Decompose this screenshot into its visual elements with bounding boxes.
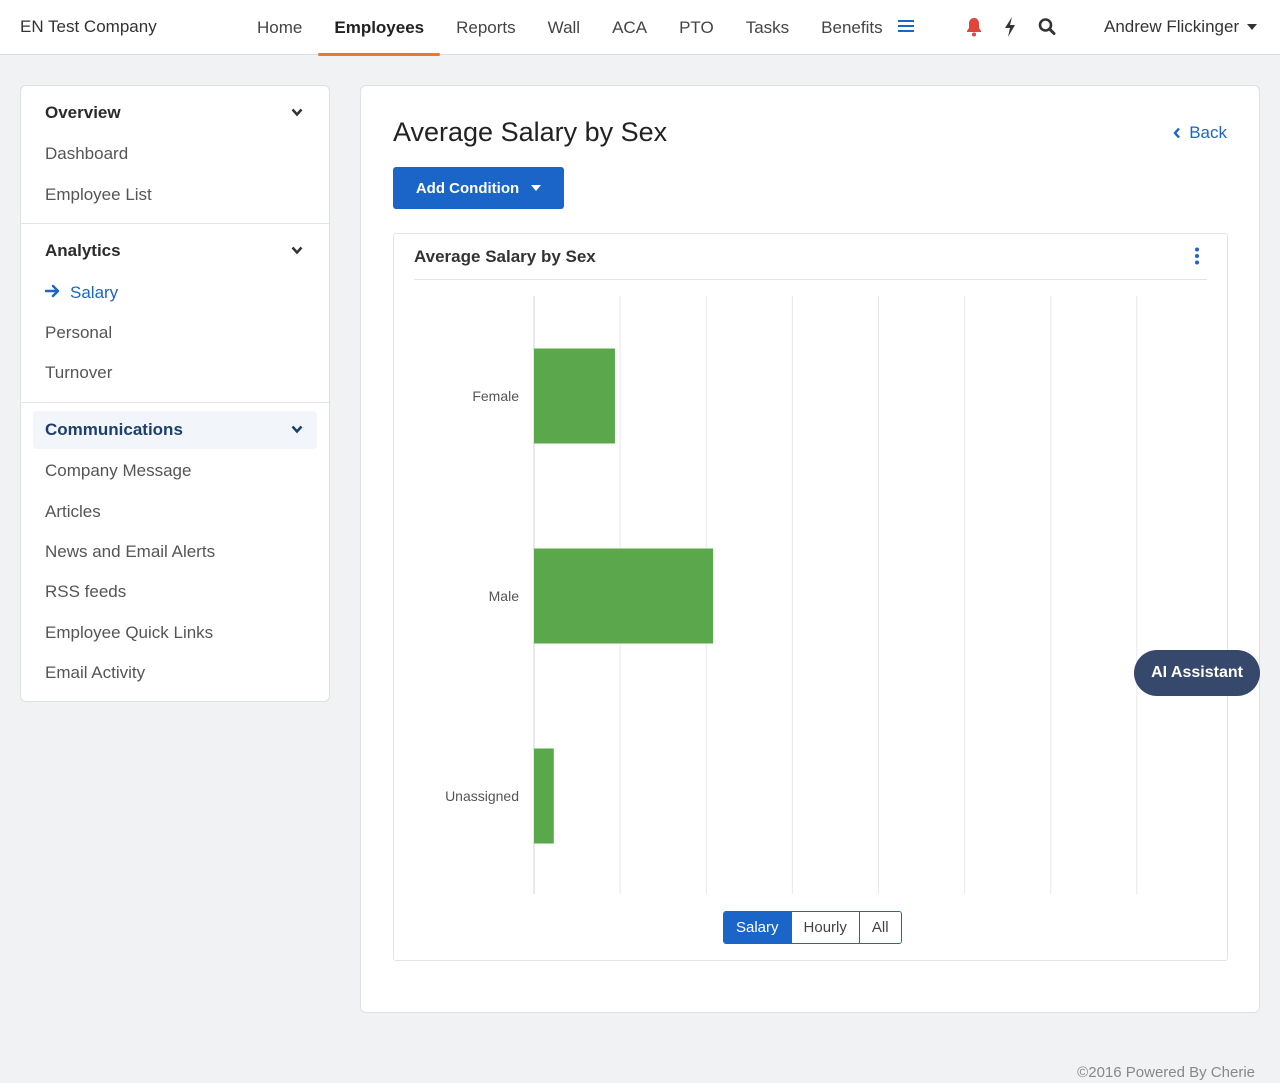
toggle-all[interactable]: All <box>858 912 901 943</box>
section-title: Analytics <box>45 241 121 260</box>
chart-card: Female Male Unassigned Average Salary by S… <box>393 233 1228 961</box>
sidebar-item-email-activity[interactable]: Email Activity <box>45 663 146 682</box>
back-link[interactable]: Back <box>1173 123 1227 143</box>
divider <box>21 223 329 224</box>
main-nav: Home Employees Reports Wall ACA PTO Task… <box>241 0 899 56</box>
chevron-down-icon <box>291 246 303 255</box>
sidebar-item-rss-feeds[interactable]: RSS feeds <box>45 582 127 601</box>
sidebar: Overview Dashboard Employee List Analyti… <box>20 85 330 702</box>
section-analytics[interactable]: Analytics <box>33 232 317 270</box>
bar-unassigned[interactable] <box>534 748 554 844</box>
more-options-icon[interactable] <box>1193 246 1201 266</box>
pay-type-toggle: Salary Hourly All <box>723 911 902 944</box>
sidebar-item-employee-quick-links[interactable]: Employee Quick Links <box>45 623 214 642</box>
sidebar-item-dashboard[interactable]: Dashboard <box>45 144 129 163</box>
category-label: Female <box>472 388 519 404</box>
section-overview[interactable]: Overview <box>33 94 317 132</box>
nav-benefits[interactable]: Benefits <box>821 17 883 37</box>
category-label: Unassigned <box>445 788 519 804</box>
chevron-left-icon <box>1173 127 1181 139</box>
lightning-icon[interactable] <box>999 15 1021 39</box>
category-label: Male <box>489 588 520 604</box>
section-communications[interactable]: Communications <box>33 411 317 449</box>
chart-title: Average Salary by Sex <box>414 247 596 266</box>
caret-down-icon <box>1247 24 1258 30</box>
nav-tasks[interactable]: Tasks <box>745 17 790 37</box>
main-panel: Average Salary by Sex Back Add Condition… <box>360 85 1260 1013</box>
back-label: Back <box>1189 123 1227 142</box>
nav-wall[interactable]: Wall <box>547 17 581 37</box>
divider <box>414 279 1207 280</box>
company-name[interactable]: EN Test Company <box>20 17 157 36</box>
bar-chart: Female Male Unassigned <box>445 296 1138 894</box>
bar-male[interactable] <box>534 548 714 644</box>
caret-down-icon <box>531 185 542 191</box>
nav-aca[interactable]: ACA <box>612 17 648 37</box>
sidebar-item-employee-list[interactable]: Employee List <box>45 185 152 204</box>
sidebar-item-salary[interactable]: Salary <box>70 283 119 302</box>
nav-home[interactable]: Home <box>257 17 303 37</box>
user-name: Andrew Flickinger <box>1104 17 1240 36</box>
ai-assistant-button[interactable]: AI Assistant <box>1134 650 1260 696</box>
section-title: Communications <box>45 420 183 439</box>
top-navbar: EN Test Company Home Employees Reports W… <box>0 0 1280 56</box>
toggle-salary[interactable]: Salary <box>724 912 791 943</box>
chevron-down-icon <box>291 425 303 434</box>
nav-pto[interactable]: PTO <box>679 17 714 37</box>
nav-reports[interactable]: Reports <box>456 17 516 37</box>
search-icon[interactable] <box>1036 15 1058 39</box>
bar-female[interactable] <box>534 348 615 444</box>
user-menu[interactable]: Andrew Flickinger <box>1104 17 1258 37</box>
divider <box>21 402 329 403</box>
sidebar-item-personal[interactable]: Personal <box>45 323 113 342</box>
sidebar-item-news-email-alerts[interactable]: News and Email Alerts <box>45 542 216 561</box>
hamburger-menu-icon[interactable] <box>898 20 914 34</box>
sidebar-item-articles[interactable]: Articles <box>45 502 101 521</box>
section-title: Overview <box>45 103 121 122</box>
arrow-right-icon <box>45 284 60 298</box>
toggle-hourly[interactable]: Hourly <box>790 912 859 943</box>
chevron-down-icon <box>291 108 303 117</box>
add-condition-button[interactable]: Add Condition <box>393 167 564 209</box>
nav-employees[interactable]: Employees <box>318 0 440 56</box>
bell-icon[interactable] <box>963 15 985 39</box>
page-title: Average Salary by Sex <box>393 117 668 147</box>
footer-text: ©2016 Powered By Cherie <box>1077 1064 1255 1081</box>
sidebar-item-company-message[interactable]: Company Message <box>45 461 192 480</box>
sidebar-item-turnover[interactable]: Turnover <box>45 363 113 382</box>
add-condition-label: Add Condition <box>415 179 520 197</box>
